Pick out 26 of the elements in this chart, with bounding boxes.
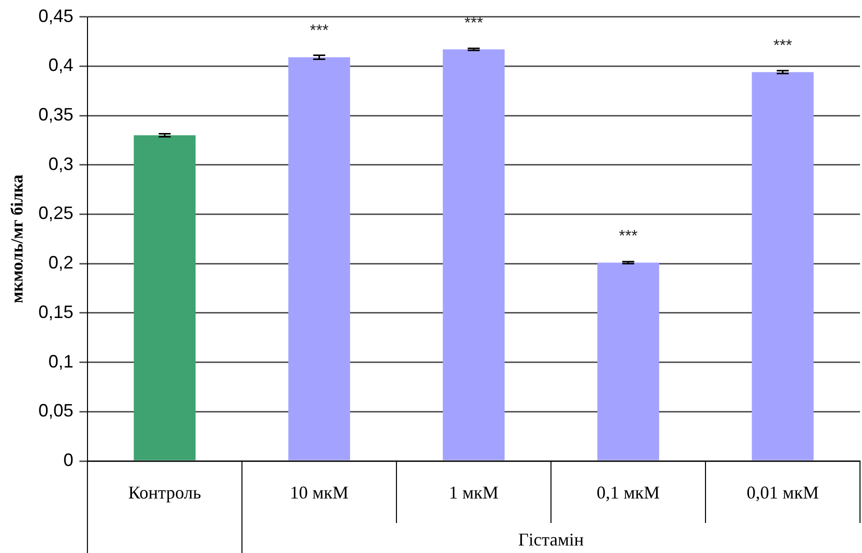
annotation: *** (773, 37, 792, 54)
y-tick-label: 0,05 (38, 400, 74, 421)
y-tick-label: 0,35 (38, 104, 74, 124)
x-tick-label: Контроль (128, 482, 202, 503)
x-tick-label: 0,1 мкМ (596, 482, 660, 503)
annotation: *** (618, 228, 638, 245)
y-tick-label: 0,45 (38, 6, 74, 26)
bar (288, 57, 350, 460)
x-tick-label: 1 мкМ (448, 482, 499, 503)
y-tick-label: 0,1 (48, 351, 74, 372)
bar (752, 72, 814, 460)
y-tick-label: 0,15 (38, 302, 74, 322)
bar (134, 135, 196, 460)
y-tick-label: 0,4 (48, 55, 74, 76)
y-axis-title: мкмоль/мг білка (8, 174, 27, 304)
annotation: *** (464, 14, 484, 32)
y-tick-label: 0,2 (48, 252, 74, 273)
x-axis-title: Гістамін (518, 530, 584, 550)
annotation: *** (310, 22, 329, 40)
y-tick-label: 0,25 (38, 203, 74, 224)
x-tick-label: 10 мкМ (290, 482, 349, 503)
bar (597, 262, 660, 460)
x-tick-label: 0,01 мкМ (746, 482, 819, 503)
y-tick-label: 0,3 (48, 154, 74, 174)
y-tick-label: 0 (63, 450, 74, 470)
bar (442, 49, 505, 460)
